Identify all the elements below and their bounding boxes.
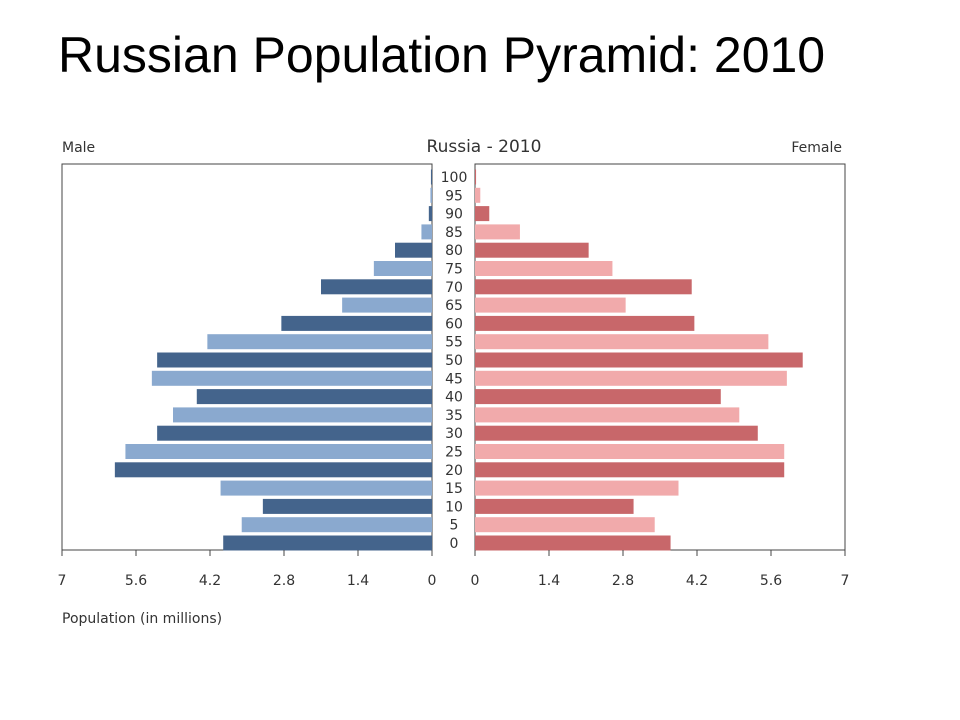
chart-title: Russia - 2010 [427, 137, 542, 157]
age-labels: 1009590858075706560555045403530252015105… [441, 170, 468, 552]
male-bar-20 [114, 462, 432, 478]
male-bar-75 [373, 261, 432, 276]
male-label: Male [62, 140, 95, 156]
age-label-15: 15 [445, 481, 463, 497]
female-bar-0 [475, 535, 671, 551]
female-bar-30 [475, 425, 758, 441]
male-bar-5 [241, 517, 432, 533]
female-bar-10 [475, 498, 634, 514]
age-label-0: 0 [450, 536, 459, 552]
male-bar-55 [207, 334, 432, 350]
age-label-30: 30 [445, 426, 463, 442]
age-label-5: 5 [450, 518, 459, 534]
male-bar-10 [262, 498, 432, 514]
age-label-75: 75 [445, 262, 463, 278]
male-bar-65 [342, 297, 432, 313]
female-x-tick-label: 1.4 [538, 573, 560, 589]
male-bar-50 [157, 352, 432, 368]
male-bar-90 [428, 206, 432, 222]
female-label: Female [791, 140, 842, 156]
female-bar-50 [475, 352, 803, 368]
female-x-tick-label: 7 [841, 573, 850, 589]
female-bar-15 [475, 480, 679, 496]
male-bar-80 [395, 242, 432, 258]
age-label-100: 100 [441, 170, 468, 186]
male-bars [114, 169, 432, 551]
male-bar-30 [157, 425, 432, 441]
male-bar-60 [281, 315, 432, 331]
age-label-90: 90 [445, 207, 463, 223]
female-bar-65 [475, 297, 626, 313]
age-label-40: 40 [445, 390, 463, 406]
female-x-tick-label: 2.8 [612, 573, 634, 589]
age-label-70: 70 [445, 280, 463, 296]
female-bar-75 [475, 261, 613, 276]
male-bar-70 [321, 279, 432, 295]
female-bar-100 [475, 169, 477, 185]
x-axis-ticks: 7 5.6 4.2 2.8 1.4 0 0 1.4 2.8 4.2 5.6 7 [58, 550, 850, 589]
age-label-60: 60 [445, 316, 463, 332]
female-bar-35 [475, 407, 740, 423]
age-label-65: 65 [445, 298, 463, 314]
female-bar-25 [475, 444, 785, 459]
female-bar-85 [475, 224, 520, 240]
male-bar-85 [421, 224, 432, 240]
male-bar-95 [430, 187, 432, 203]
male-bar-25 [125, 444, 432, 459]
male-x-tick-label: 1.4 [347, 573, 369, 589]
age-label-10: 10 [445, 499, 463, 515]
female-x-tick-label: 5.6 [760, 573, 782, 589]
slide-title: Russian Population Pyramid: 2010 [58, 27, 826, 83]
male-x-tick-label: 2.8 [273, 573, 295, 589]
female-x-tick-label: 0 [471, 573, 480, 589]
age-label-55: 55 [445, 335, 463, 351]
male-x-tick-label: 7 [58, 573, 67, 589]
age-label-95: 95 [445, 188, 463, 204]
age-label-20: 20 [445, 463, 463, 479]
male-bar-0 [223, 535, 432, 551]
female-x-tick-label: 4.2 [686, 573, 708, 589]
male-bar-45 [151, 370, 432, 386]
age-label-25: 25 [445, 445, 463, 461]
male-bar-100 [430, 169, 432, 185]
age-label-35: 35 [445, 408, 463, 424]
male-x-tick-label: 0 [428, 573, 437, 589]
female-bar-20 [475, 462, 785, 478]
female-bar-80 [475, 242, 589, 258]
female-bar-70 [475, 279, 692, 295]
female-bar-55 [475, 334, 769, 350]
male-bar-15 [220, 480, 432, 496]
male-x-tick-label: 4.2 [199, 573, 221, 589]
age-label-45: 45 [445, 371, 463, 387]
male-bar-35 [173, 407, 432, 423]
age-label-85: 85 [445, 225, 463, 241]
male-x-tick-label: 5.6 [125, 573, 147, 589]
female-bar-40 [475, 389, 721, 405]
female-bar-5 [475, 517, 655, 533]
female-bar-95 [475, 187, 481, 203]
female-bar-90 [475, 206, 490, 222]
male-bar-40 [196, 389, 432, 405]
female-bar-60 [475, 315, 695, 331]
female-bar-45 [475, 370, 787, 386]
age-label-50: 50 [445, 353, 463, 369]
x-axis-label: Population (in millions) [62, 611, 222, 627]
female-bars [475, 169, 803, 551]
age-label-80: 80 [445, 243, 463, 259]
